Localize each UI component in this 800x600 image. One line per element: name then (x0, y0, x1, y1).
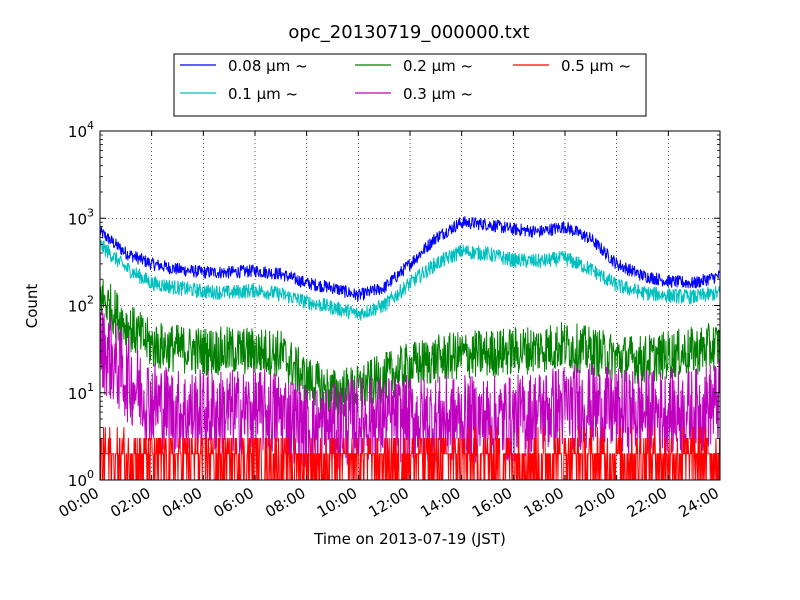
chart-title: opc_20130719_000000.txt (288, 22, 529, 43)
series-line-3 (100, 308, 720, 470)
y-axis-label: Count (23, 284, 41, 329)
y-tick-label: 100 (68, 468, 94, 490)
legend-label: 0.1 μm ~ (228, 85, 298, 103)
legend-label: 0.2 μm ~ (403, 57, 473, 75)
series-line-0 (100, 216, 720, 303)
legend-frame (173, 53, 647, 117)
series-line-4 (100, 426, 720, 480)
legend-label: 0.3 μm ~ (403, 85, 473, 103)
y-tick-label: 103 (68, 206, 94, 228)
legend-label: 0.5 μm ~ (561, 57, 631, 75)
y-tick-label: 101 (68, 381, 94, 403)
series-line-1 (100, 240, 720, 321)
y-tick-label: 102 (68, 294, 94, 316)
legend: 0.08 μm ~ 0.1 μm ~ 0.2 μm ~ 0.3 μm ~ 0.5 μm … (173, 53, 647, 117)
legend-label: 0.08 μm ~ (228, 57, 308, 75)
y-tick-label: 104 (68, 119, 94, 141)
series-layer (100, 216, 720, 480)
x-axis-label: Time on 2013-07-19 (JST) (313, 530, 506, 548)
